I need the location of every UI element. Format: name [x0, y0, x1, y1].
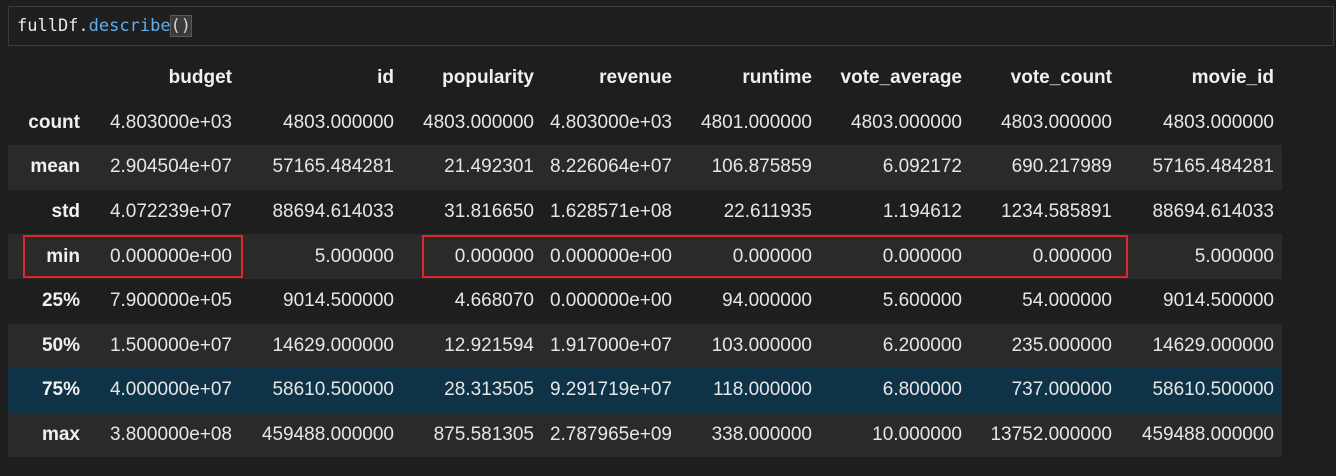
- table-cell: 4.803000e+03: [109, 111, 232, 133]
- table-cell: 5.600000: [882, 290, 962, 312]
- table-cell: 54.000000: [1022, 290, 1112, 312]
- table-cell: 6.200000: [882, 334, 962, 356]
- table-cell: 1.194612: [882, 201, 962, 223]
- column-header-runtime: runtime: [742, 67, 812, 89]
- table-cell: 6.092172: [882, 156, 962, 178]
- table-cell: 737.000000: [1011, 379, 1112, 401]
- column-header-vote-count: vote_count: [1010, 67, 1112, 89]
- code-function: describe: [88, 16, 171, 36]
- table-cell: 10.000000: [872, 424, 962, 446]
- table-cell: 0.000000: [454, 245, 534, 267]
- table-cell: 0.000000: [732, 245, 812, 267]
- table-row: std 4.072239e+07 88694.614033 31.816650 1.62…: [8, 189, 1282, 235]
- code-cell-input[interactable]: fullDf.describe(): [8, 6, 1334, 46]
- table-cell: 1.500000e+07: [109, 334, 232, 356]
- table-cell: 875.581305: [433, 424, 534, 446]
- code-parentheses: (): [169, 15, 193, 37]
- table-cell: 1234.585891: [1001, 201, 1112, 223]
- table-cell: 690.217989: [1011, 156, 1112, 178]
- table-cell: 4803.000000: [851, 111, 962, 133]
- header-row: budget id popularity revenue runtime vot…: [8, 56, 1282, 101]
- table-cell: 58610.500000: [272, 379, 394, 401]
- table-cell: 9.291719e+07: [549, 379, 672, 401]
- table-cell: 6.800000: [882, 379, 962, 401]
- cell-output: budget id popularity revenue runtime vot…: [8, 56, 1282, 458]
- table-cell: 13752.000000: [990, 424, 1112, 446]
- column-header-popularity: popularity: [442, 67, 534, 89]
- table-cell: 2.787965e+09: [549, 424, 672, 446]
- table-cell: 0.000000e+00: [549, 290, 672, 312]
- row-label: 50%: [41, 334, 80, 356]
- table-cell: 1.917000e+07: [549, 334, 672, 356]
- table-cell: 338.000000: [711, 424, 812, 446]
- table-cell: 235.000000: [1011, 334, 1112, 356]
- column-header-id: id: [377, 67, 394, 89]
- table-cell: 0.000000e+00: [549, 245, 672, 267]
- table-cell: 4803.000000: [423, 111, 534, 133]
- describe-table: budget id popularity revenue runtime vot…: [8, 56, 1282, 458]
- table-cell: 58610.500000: [1152, 379, 1274, 401]
- table-cell: 5.000000: [314, 245, 394, 267]
- table-cell: 7.900000e+05: [109, 290, 232, 312]
- column-header-movie-id: movie_id: [1191, 67, 1274, 89]
- table-row: max 3.800000e+08 459488.000000 875.581305 2.…: [8, 412, 1282, 458]
- table-cell: 1.628571e+08: [549, 201, 672, 223]
- table-cell: 22.611935: [723, 201, 812, 223]
- table-cell: 4.072239e+07: [109, 201, 232, 223]
- table-cell: 8.226064e+07: [549, 156, 672, 178]
- row-label: 25%: [41, 290, 80, 312]
- table-cell: 0.000000e+00: [109, 245, 232, 267]
- table-cell: 4.803000e+03: [549, 111, 672, 133]
- table-cell: 14629.000000: [1152, 334, 1274, 356]
- code-dot: .: [78, 16, 89, 36]
- code-line[interactable]: fullDf.describe(): [17, 15, 193, 37]
- row-label: mean: [30, 156, 80, 178]
- table-row: mean 2.904504e+07 57165.484281 21.492301 8.2…: [8, 145, 1282, 190]
- table-cell: 4.668070: [454, 290, 534, 312]
- table-cell: 12.921594: [444, 334, 534, 356]
- table-cell: 28.313505: [444, 379, 534, 401]
- row-label: std: [51, 201, 81, 223]
- table-cell: 88694.614033: [272, 201, 394, 223]
- table-cell: 4803.000000: [1001, 111, 1112, 133]
- table-cell: 4803.000000: [1163, 111, 1274, 133]
- row-label: min: [46, 245, 80, 267]
- table-cell: 4803.000000: [283, 111, 394, 133]
- table-cell: 5.000000: [1194, 245, 1274, 267]
- table-row: 75% 4.000000e+07 58610.500000 28.313505 9.29…: [8, 368, 1282, 413]
- table-cell: 94.000000: [722, 290, 812, 312]
- table-cell: 4801.000000: [701, 111, 812, 133]
- table-cell: 118.000000: [713, 379, 812, 401]
- table-cell: 31.816650: [444, 201, 534, 223]
- row-label: max: [41, 424, 80, 446]
- table-cell: 2.904504e+07: [109, 156, 232, 178]
- table-row: 50% 1.500000e+07 14629.000000 12.921594 1.91…: [8, 323, 1282, 369]
- table-row: min 0.000000e+00 5.000000 0.000000 0.000000e…: [8, 234, 1282, 279]
- column-header-budget: budget: [168, 67, 232, 89]
- table-cell: 21.492301: [444, 156, 534, 178]
- index-header: [8, 56, 88, 101]
- table-cell: 0.000000: [882, 245, 962, 267]
- table-cell: 4.000000e+07: [109, 379, 232, 401]
- table-row: 25% 7.900000e+05 9014.500000 4.668070 0.0000…: [8, 278, 1282, 324]
- column-header-revenue: revenue: [599, 67, 672, 89]
- table-cell: 0.000000: [1032, 245, 1112, 267]
- table-cell: 103.000000: [711, 334, 812, 356]
- table-cell: 459488.000000: [1141, 424, 1274, 446]
- table-cell: 106.875859: [711, 156, 812, 178]
- table-cell: 9014.500000: [1163, 290, 1274, 312]
- row-label: count: [28, 111, 80, 133]
- table-cell: 88694.614033: [1152, 201, 1274, 223]
- table-row: count 4.803000e+03 4803.000000 4803.000000 4…: [8, 100, 1282, 146]
- table-cell: 57165.484281: [272, 156, 394, 178]
- table-cell: 57165.484281: [1152, 156, 1274, 178]
- code-variable: fullDf: [17, 16, 79, 36]
- column-header-vote-average: vote_average: [840, 67, 962, 89]
- table-cell: 3.800000e+08: [109, 424, 232, 446]
- table-cell: 14629.000000: [272, 334, 394, 356]
- table-cell: 9014.500000: [283, 290, 394, 312]
- row-label: 75%: [41, 379, 80, 401]
- table-cell: 459488.000000: [261, 424, 394, 446]
